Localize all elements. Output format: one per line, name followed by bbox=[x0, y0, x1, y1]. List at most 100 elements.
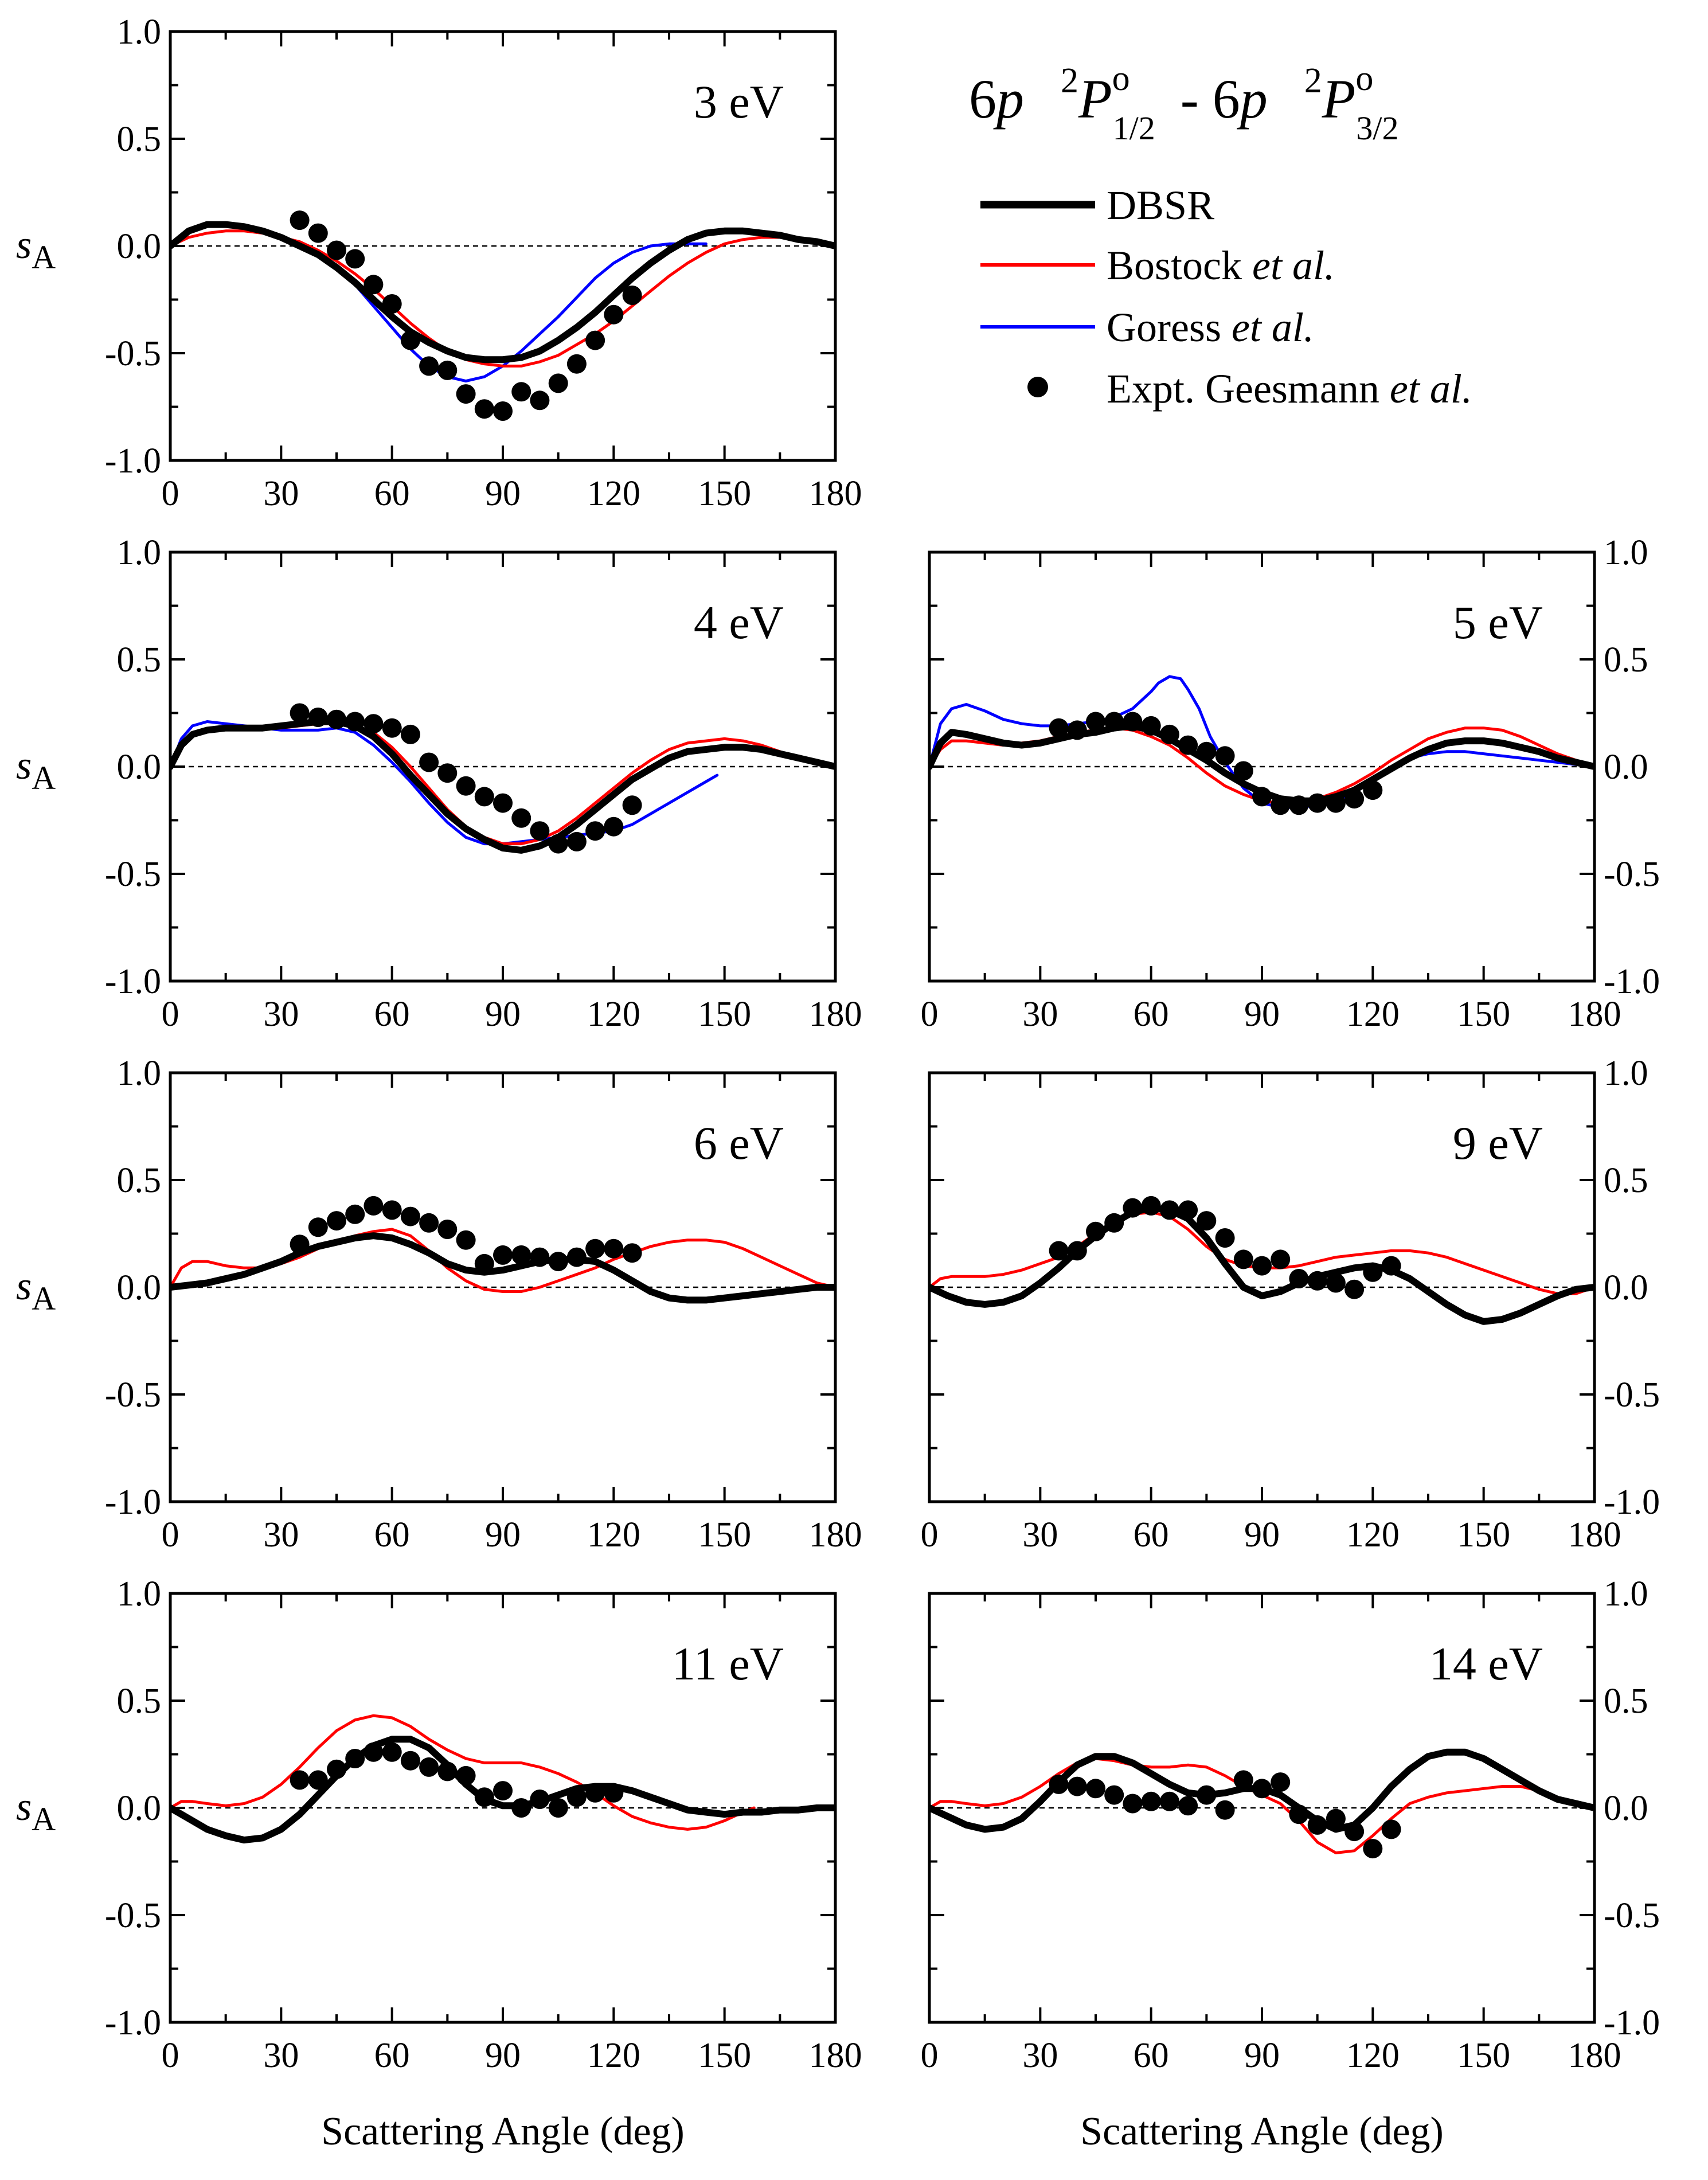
x-tick-label-5-ev: 90 bbox=[1244, 995, 1280, 1034]
y-tick-label-4-ev: 0.0 bbox=[117, 748, 162, 787]
expt-point-11-ev bbox=[419, 1757, 439, 1777]
expt-point-14-ev bbox=[1252, 1779, 1272, 1799]
expt-point-4-ev bbox=[493, 793, 513, 813]
panel-5ev: 0 30 60 90 120 150 180-1.0 -0.5 0.0 0.5 1.0 5 eV bbox=[921, 533, 1660, 1034]
expt-point-4-ev bbox=[548, 834, 568, 854]
y-tick-label-6-ev: 1.0 bbox=[117, 1054, 162, 1093]
plot-area-11-ev bbox=[170, 1714, 835, 1844]
y-tick-label-right-9-ev: 0.0 bbox=[1604, 1268, 1648, 1307]
expt-point-11-ev bbox=[585, 1783, 605, 1803]
expt-point-4-ev bbox=[308, 708, 328, 727]
expt-point-11-ev bbox=[493, 1781, 513, 1801]
expt-point-3-ev bbox=[548, 373, 568, 393]
y-axis-title-3ev: sA bbox=[16, 223, 56, 276]
expt-point-4-ev bbox=[382, 718, 402, 738]
x-tick-label-3-ev: 180 bbox=[809, 474, 862, 513]
expt-point-11-ev bbox=[548, 1798, 568, 1818]
y-tick-label-3-ev: 1.0 bbox=[117, 13, 162, 52]
x-tick-label-6-ev: 120 bbox=[587, 1515, 640, 1554]
expt-point-14-ev bbox=[1215, 1800, 1235, 1820]
y-tick-label-3-ev: 0.0 bbox=[117, 227, 162, 266]
y-tick-label-right-5-ev: -1.0 bbox=[1604, 962, 1660, 1001]
y-tick-label-11-ev: -0.5 bbox=[105, 1896, 161, 1935]
expt-point-14-ev bbox=[1307, 1815, 1327, 1835]
expt-point-11-ev bbox=[400, 1751, 420, 1771]
expt-point-9-ev bbox=[1289, 1269, 1309, 1288]
expt-point-4-ev bbox=[456, 776, 476, 796]
expt-point-9-ev bbox=[1344, 1279, 1365, 1299]
x-tick-label-3-ev: 90 bbox=[485, 474, 521, 513]
series-dbsr-4-ev bbox=[170, 718, 835, 854]
x-tick-label-9-ev: 0 bbox=[921, 1515, 939, 1554]
y-tick-label-right-5-ev: 0.0 bbox=[1604, 748, 1648, 787]
x-tick-label-9-ev: 120 bbox=[1346, 1515, 1400, 1554]
expt-point-5-ev bbox=[1344, 789, 1365, 809]
plot-area-9-ev bbox=[929, 1196, 1594, 1325]
expt-point-6-ev bbox=[290, 1234, 310, 1255]
expt-point-14-ev bbox=[1086, 1779, 1105, 1799]
y-tick-label-6-ev: 0.0 bbox=[117, 1268, 162, 1307]
expt-point-6-ev bbox=[530, 1247, 550, 1267]
expt-point-5-ev bbox=[1233, 761, 1253, 781]
expt-point-5-ev bbox=[1123, 712, 1143, 732]
expt-point-6-ev bbox=[474, 1253, 494, 1273]
y-axis-title-4ev: sA bbox=[16, 744, 56, 796]
x-tick-label-5-ev: 120 bbox=[1346, 995, 1400, 1034]
plot-area-3-ev bbox=[170, 210, 835, 421]
expt-point-5-ev bbox=[1104, 712, 1124, 732]
expt-point-6-ev bbox=[327, 1211, 346, 1231]
expt-point-3-ev bbox=[437, 360, 458, 380]
x-tick-label-5-ev: 180 bbox=[1568, 995, 1621, 1034]
expt-point-9-ev bbox=[1215, 1228, 1235, 1248]
expt-point-11-ev bbox=[474, 1787, 494, 1807]
expt-point-11-ev bbox=[308, 1770, 328, 1790]
expt-point-9-ev bbox=[1086, 1221, 1105, 1241]
y-tick-label-right-5-ev: 0.5 bbox=[1604, 640, 1648, 679]
expt-point-4-ev bbox=[566, 831, 587, 851]
expt-point-4-ev bbox=[511, 808, 531, 828]
x-tick-label-4-ev: 90 bbox=[485, 995, 521, 1034]
expt-point-3-ev bbox=[530, 390, 550, 411]
expt-point-6-ev bbox=[566, 1247, 587, 1267]
expt-point-4-ev bbox=[290, 703, 310, 723]
y-tick-label-right-9-ev: -0.5 bbox=[1604, 1376, 1660, 1415]
expt-point-4-ev bbox=[622, 795, 642, 815]
expt-point-11-ev bbox=[456, 1765, 476, 1786]
expt-point-14-ev bbox=[1381, 1819, 1401, 1839]
x-tick-label-6-ev: 150 bbox=[698, 1515, 751, 1554]
x-tick-label-5-ev: 0 bbox=[921, 995, 939, 1034]
y-tick-label-4-ev: -0.5 bbox=[105, 855, 161, 894]
y-axis-title-6ev: sA bbox=[16, 1264, 56, 1317]
plot-area-5-ev bbox=[929, 675, 1594, 815]
x-tick-label-4-ev: 150 bbox=[698, 995, 751, 1034]
x-tick-label-11-ev: 90 bbox=[485, 2036, 521, 2075]
expt-point-5-ev bbox=[1086, 712, 1105, 732]
expt-point-3-ev bbox=[290, 210, 310, 230]
y-tick-label-right-9-ev: 1.0 bbox=[1604, 1054, 1648, 1093]
expt-point-11-ev bbox=[530, 1790, 550, 1809]
expt-point-6-ev bbox=[511, 1245, 531, 1265]
x-tick-label-5-ev: 150 bbox=[1457, 995, 1510, 1034]
expt-point-14-ev bbox=[1123, 1794, 1143, 1814]
x-tick-label-4-ev: 0 bbox=[162, 995, 179, 1034]
expt-point-6-ev bbox=[308, 1217, 328, 1237]
expt-point-5-ev bbox=[1271, 795, 1291, 815]
energy-label-9-ev: 9 eV bbox=[1453, 1117, 1543, 1169]
y-tick-label-6-ev: 0.5 bbox=[117, 1161, 162, 1200]
expt-point-4-ev bbox=[345, 712, 365, 732]
x-tick-label-11-ev: 120 bbox=[587, 2036, 640, 2075]
expt-point-9-ev bbox=[1326, 1273, 1346, 1293]
expt-point-11-ev bbox=[604, 1783, 624, 1803]
expt-point-5-ev bbox=[1197, 741, 1217, 761]
expt-point-4-ev bbox=[327, 709, 346, 729]
expt-point-9-ev bbox=[1178, 1200, 1198, 1220]
expt-point-9-ev bbox=[1123, 1198, 1143, 1218]
expt-point-4-ev bbox=[419, 752, 439, 772]
expt-point-3-ev bbox=[566, 354, 587, 374]
y-tick-label-6-ev: -0.5 bbox=[105, 1376, 161, 1415]
expt-point-6-ev bbox=[382, 1200, 402, 1220]
expt-point-14-ev bbox=[1363, 1839, 1383, 1859]
expt-point-6-ev bbox=[437, 1220, 458, 1239]
x-tick-label-9-ev: 90 bbox=[1244, 1515, 1280, 1554]
legend-expt-marker bbox=[1027, 377, 1048, 397]
